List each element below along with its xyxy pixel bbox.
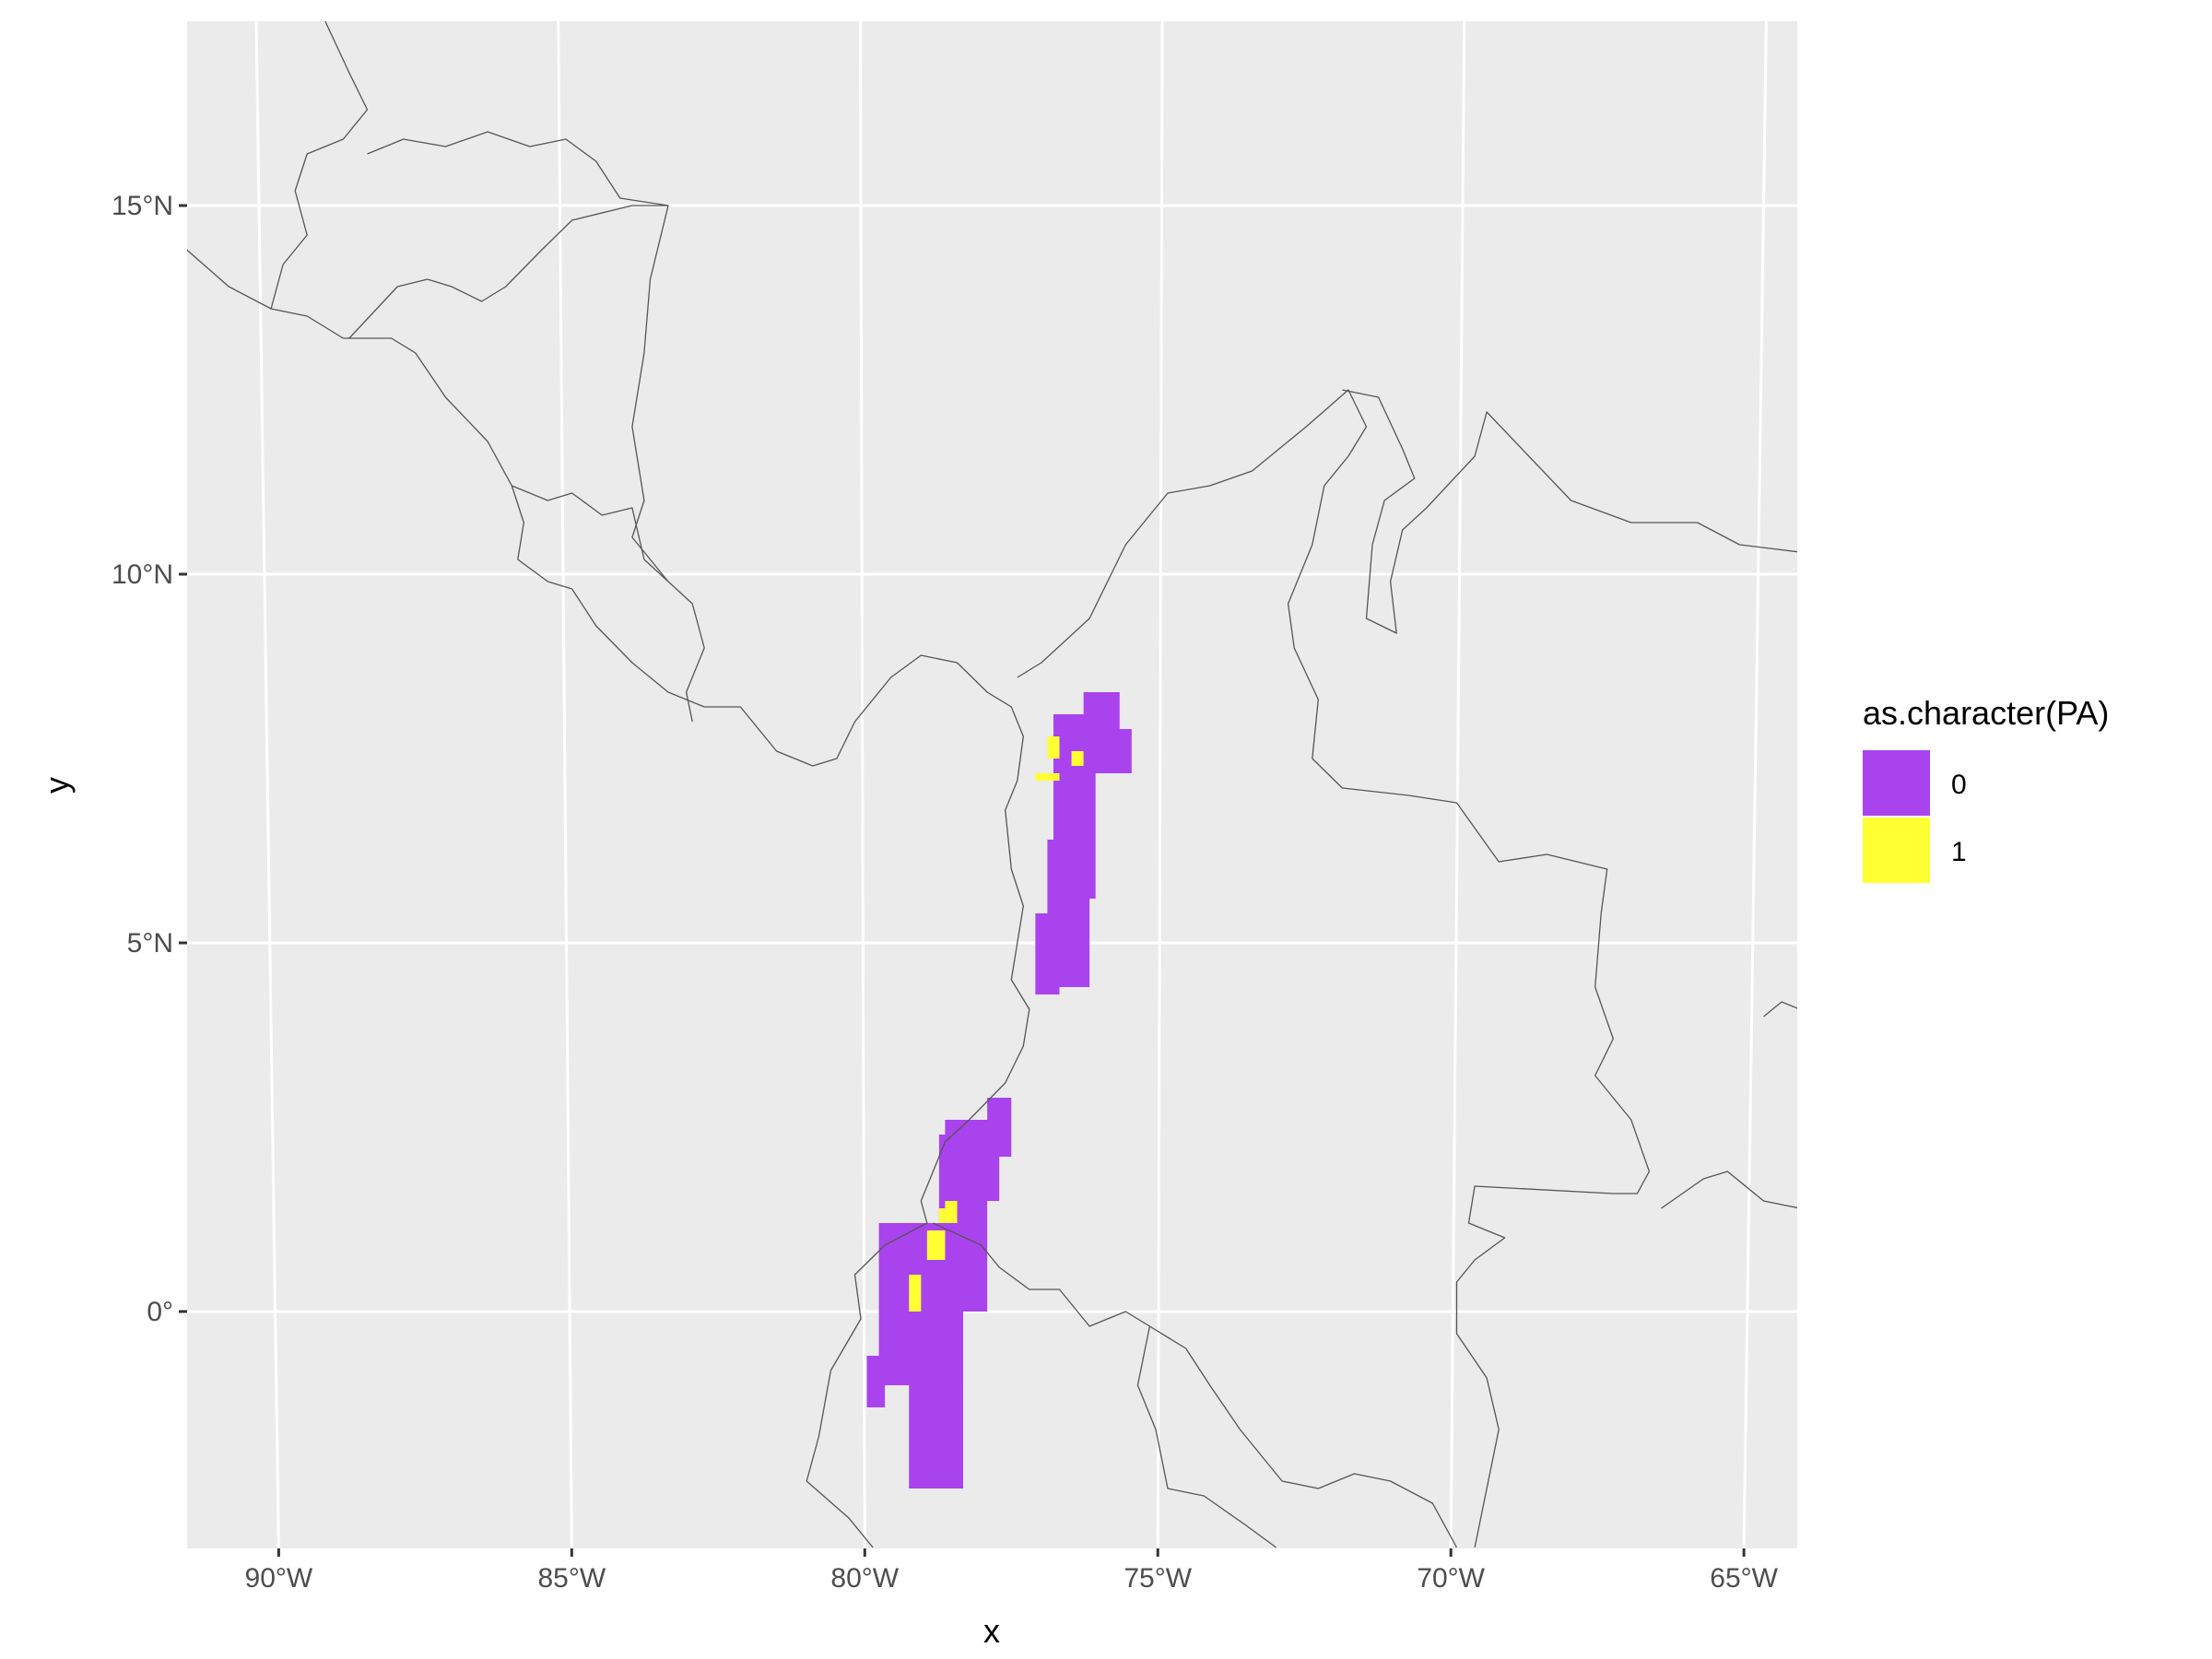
absence-cell-12 — [987, 1098, 1012, 1157]
x-axis-ticks: 90°W 85°W 80°W 75°W 70°W 65°W — [245, 1548, 1779, 1594]
x-tick-label-5: 65°W — [1710, 1563, 1778, 1594]
y-tick-label-2: 10°N — [112, 559, 173, 590]
country-borders — [187, 21, 1797, 1548]
y-tick-label-3: 15°N — [112, 191, 173, 221]
legend-label-presence: 1 — [1951, 837, 1967, 867]
border-line-9 — [1149, 1325, 1458, 1548]
y-tick-label-1: 5°N — [127, 928, 173, 959]
border-line-8 — [933, 1222, 1277, 1548]
border-line-0 — [187, 249, 1030, 1548]
border-line-1 — [270, 21, 369, 310]
presence-cell-3 — [945, 1201, 958, 1223]
legend-title: as.character(PA) — [1863, 694, 2109, 732]
y-tick-label-0: 0° — [147, 1297, 173, 1327]
x-axis-title: x — [983, 1612, 1000, 1650]
presence-absence-cells — [866, 692, 1132, 1488]
meridian-3 — [1156, 21, 1164, 1548]
legend-key-presence — [1863, 818, 1930, 883]
absence-cell-5 — [1107, 729, 1132, 773]
y-axis-ticks: 0° 5°N 10°N 15°N — [112, 191, 187, 1327]
x-tick-label-2: 80°W — [830, 1563, 899, 1594]
presence-cell-4 — [938, 1208, 946, 1223]
border-line-6 — [1342, 389, 1797, 634]
absence-cell-2 — [1035, 913, 1060, 994]
y-axis-title: y — [38, 777, 76, 794]
border-line-5 — [1017, 389, 1651, 1548]
border-line-2 — [367, 131, 669, 206]
border-line-3 — [348, 205, 669, 582]
graticule — [187, 21, 1797, 1548]
border-line-4 — [512, 485, 705, 723]
meridian-5 — [1742, 21, 1768, 1548]
x-tick-label-4: 70°W — [1417, 1563, 1485, 1594]
x-tick-label-1: 85°W — [537, 1563, 606, 1594]
panel-background — [187, 21, 1797, 1548]
border-line-10 — [1661, 1171, 1797, 1209]
presence-cell-2 — [1071, 751, 1084, 766]
x-tick-label-3: 75°W — [1124, 1563, 1192, 1594]
legend-label-absence: 0 — [1951, 770, 1967, 800]
legend-key-absence — [1863, 750, 1930, 816]
meridian-2 — [858, 21, 866, 1548]
presence-cell-1 — [1035, 773, 1060, 781]
legend: as.character(PA) 0 1 — [1863, 694, 2109, 883]
presence-cell-6 — [909, 1275, 922, 1312]
presence-cell-0 — [1047, 736, 1060, 759]
presence-cell-5 — [926, 1230, 946, 1260]
x-tick-label-0: 90°W — [245, 1563, 313, 1594]
absence-cell-8 — [909, 1304, 964, 1488]
absence-cell-9 — [926, 1400, 946, 1459]
meridian-1 — [557, 21, 573, 1548]
border-line-7 — [1763, 1001, 1797, 1018]
meridian-0 — [254, 21, 280, 1548]
meridian-4 — [1449, 21, 1466, 1548]
